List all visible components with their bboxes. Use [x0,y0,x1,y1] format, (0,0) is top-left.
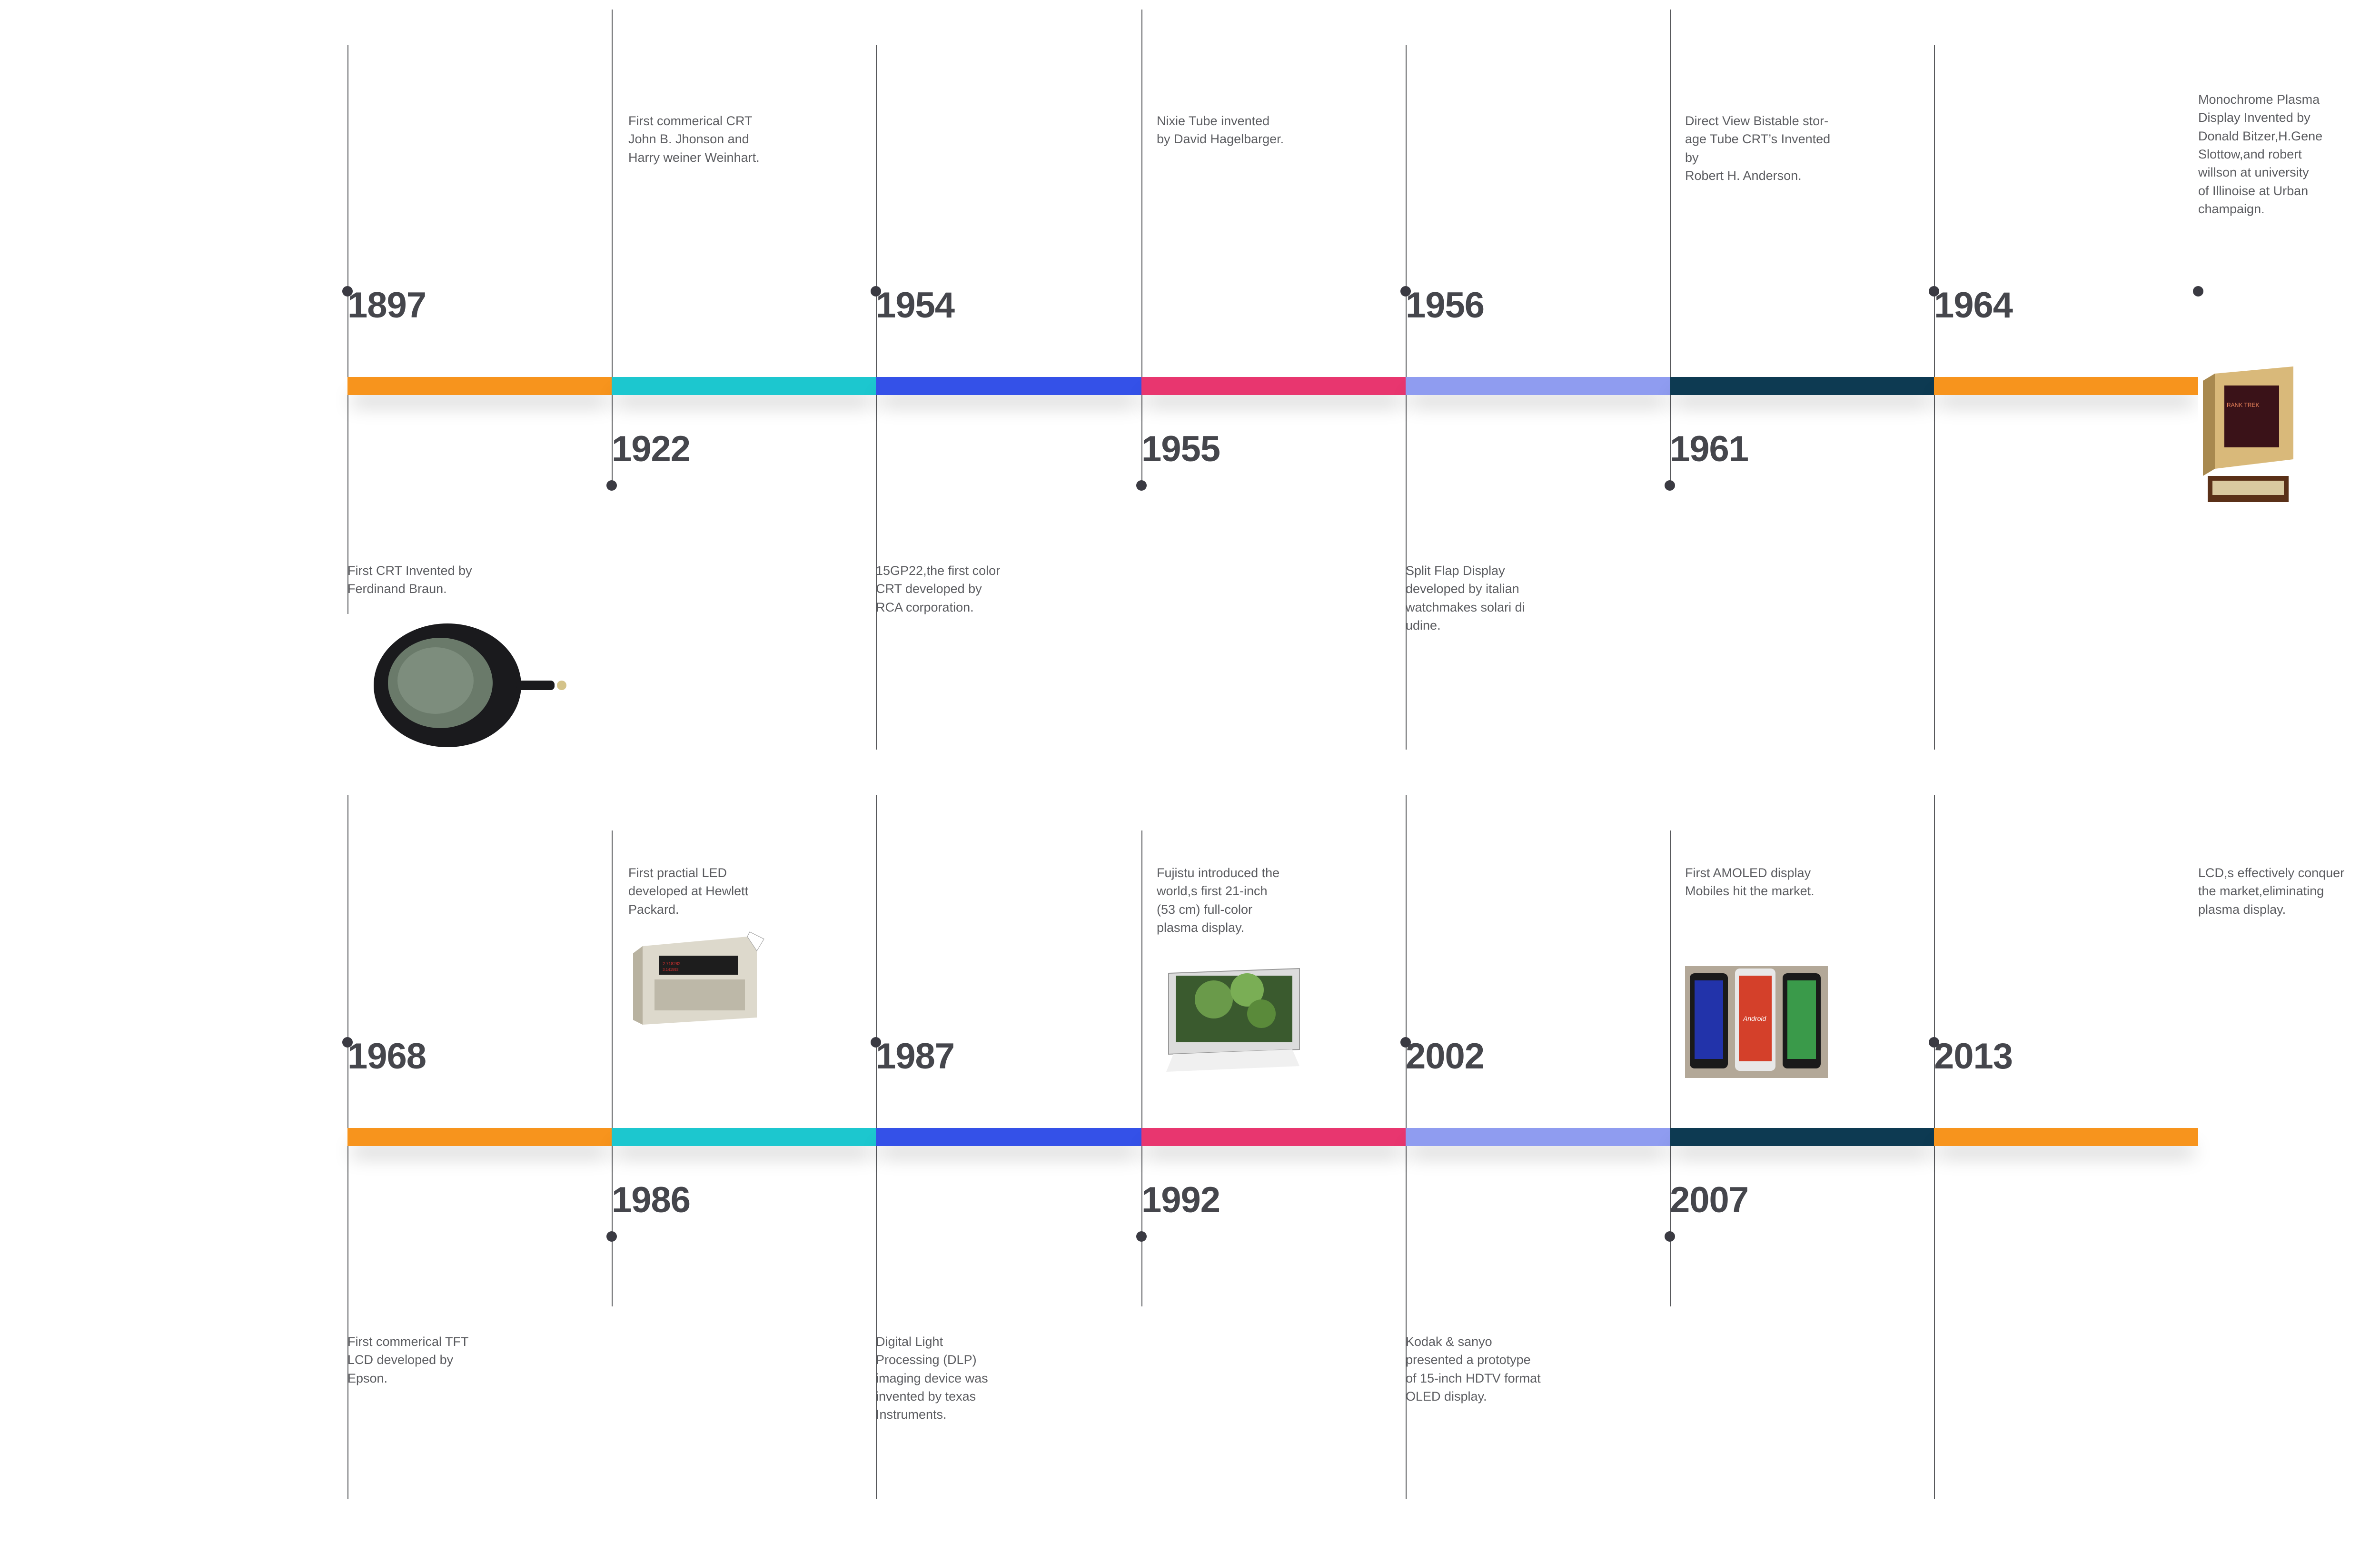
event-description: First AMOLED display Mobiles hit the mar… [1685,864,1847,900]
event-description: Digital Light Processing (DLP) imaging d… [876,1333,1038,1424]
year-label-2013: 2013 [1934,1036,2013,1077]
svg-text:3.141593: 3.141593 [663,968,679,972]
plasma-terminal-image: RANK TREK [2198,359,2322,512]
year-label-1955: 1955 [1141,428,1220,470]
event-description: Nixie Tube invented by David Hagelbarger… [1157,112,1319,148]
divider-line [612,10,613,485]
timeline-node-dot [1136,480,1147,491]
svg-text:2.718282: 2.718282 [663,961,681,966]
timeline-bar-segment [1141,1128,1406,1146]
event-description: LCD,s effectively conquer the market,eli… [2198,864,2360,919]
timeline-bar-segment [612,377,876,395]
event-description: First commerical CRT John B. Jhonson and… [628,112,790,167]
timeline-bar-segment [612,1128,876,1146]
year-label-1961: 1961 [1670,428,1748,470]
event-description: 15GP22,the first color CRT developed by … [876,562,1038,616]
timeline-node-dot [1136,1231,1147,1242]
timeline-infographic: 1897 1922 1954 1955 1956 1961 1964 First… [0,0,2380,1542]
event-description: Monochrome Plasma Display Invented by Do… [2198,90,2370,218]
timeline-bar-segment [347,377,612,395]
timeline-bar-segment [876,377,1141,395]
year-label-1986: 1986 [612,1179,690,1221]
event-description: Direct View Bistable stor- age Tube CRT’… [1685,112,1847,185]
year-label-2002: 2002 [1406,1036,1484,1077]
timeline-node-dot [606,480,617,491]
divider-line [347,795,348,1499]
year-label-1954: 1954 [876,285,954,326]
event-description: Fujistu introduced the world,s first 21-… [1157,864,1319,937]
crt-tube-image [347,614,566,757]
svg-text:Android: Android [1743,1015,1766,1022]
divider-line [1934,45,1935,750]
divider-line [1406,45,1407,750]
year-label-1956: 1956 [1406,285,1484,326]
timeline-bar-segment [347,1128,612,1146]
timeline-bar-segment [1406,1128,1670,1146]
hp-led-calculator-image: 2.718282 3.141593 [628,918,771,1029]
divider-line [1934,795,1935,1499]
svg-text:RANK TREK: RANK TREK [2227,402,2259,408]
timeline-node-dot [1665,1231,1675,1242]
timeline-node-dot [606,1231,617,1242]
event-description: First commerical TFT LCD developed by Ep… [347,1333,509,1387]
year-label-1987: 1987 [876,1036,954,1077]
year-label-1897: 1897 [347,285,426,326]
divider-line [1141,10,1142,485]
timeline-bar-segment [1934,1128,2198,1146]
timeline-node-dot [1665,480,1675,491]
event-description: First practial LED developed at Hewlett … [628,864,790,919]
plasma-leaves-display-image [1157,966,1321,1085]
divider-line [876,45,877,750]
year-label-1964: 1964 [1934,285,2013,326]
event-description: First CRT Invented by Ferdinand Braun. [347,562,509,598]
event-description: Kodak & sanyo presented a prototype of 1… [1406,1333,1567,1405]
year-label-1992: 1992 [1141,1179,1220,1221]
year-label-1922: 1922 [612,428,690,470]
year-label-1968: 1968 [347,1036,426,1077]
timeline-bar-segment [1406,377,1670,395]
timeline-bar-segment [1141,377,1406,395]
event-description: Split Flap Display developed by italian … [1406,562,1567,634]
timeline-bar-segment [876,1128,1141,1146]
timeline-node-dot [2193,286,2203,297]
amoled-smartphones-image: Android [1685,966,1828,1078]
timeline-bar-segment [1670,1128,1934,1146]
timeline-bar-segment [1934,377,2198,395]
year-label-2007: 2007 [1670,1179,1748,1221]
timeline-bar-segment [1670,377,1934,395]
divider-line [1670,10,1671,485]
